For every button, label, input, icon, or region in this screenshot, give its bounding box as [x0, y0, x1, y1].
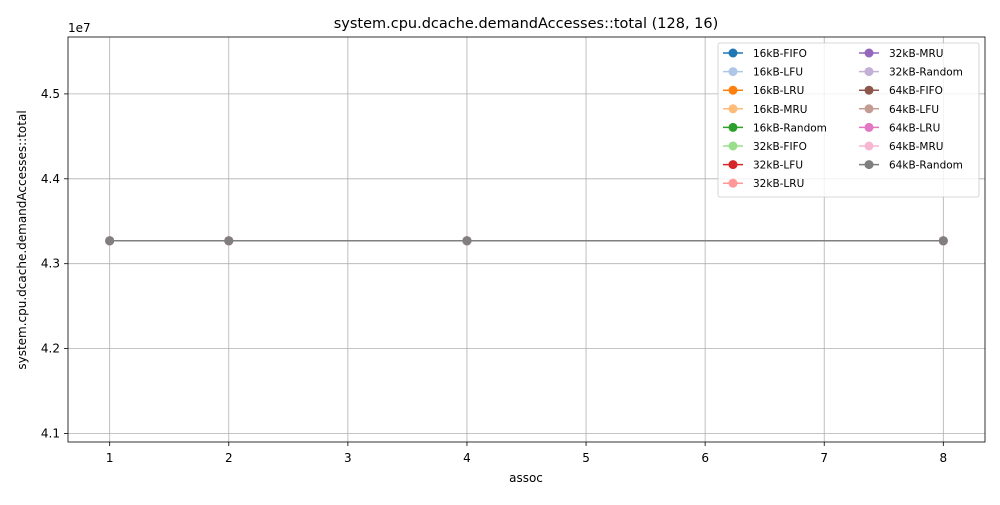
x-tick-label: 1 — [106, 451, 114, 465]
legend-item: 64kB-LFU — [859, 104, 939, 116]
y-tick-label: 4.1 — [41, 427, 60, 441]
y-tick-label: 4.4 — [41, 172, 60, 186]
legend-label: 32kB-FIFO — [753, 141, 807, 153]
x-tick-label: 4 — [463, 451, 471, 465]
y-axis-label: system.cpu.dcache.demandAccesses::total — [15, 110, 29, 369]
series-64kB-Random — [105, 236, 948, 246]
legend-label: 64kB-FIFO — [889, 85, 943, 97]
legend-marker — [864, 141, 874, 151]
legend-label: 64kB-Random — [889, 160, 963, 172]
legend-marker — [728, 178, 738, 188]
legend-marker — [864, 48, 874, 58]
legend-marker — [864, 85, 874, 95]
legend-marker — [728, 122, 738, 132]
legend-item: 32kB-LFU — [723, 160, 803, 172]
legend-item: 16kB-FIFO — [723, 48, 807, 60]
x-tick-label: 5 — [582, 451, 590, 465]
tick-layer: 1 2 3 4 5 6 7 8 4.1 4.2 4.3 4.4 4.5 — [41, 87, 947, 465]
legend-label: 16kB-FIFO — [753, 48, 807, 60]
data-point — [462, 236, 472, 246]
legend-item: 16kB-Random — [723, 122, 827, 134]
legend-item: 64kB-FIFO — [859, 85, 943, 97]
legend-label: 16kB-MRU — [753, 104, 807, 116]
y-tick-label: 4.3 — [41, 257, 60, 271]
chart-title: system.cpu.dcache.demandAccesses::total … — [334, 16, 719, 32]
legend-label: 32kB-LRU — [753, 178, 804, 190]
legend-label: 64kB-LFU — [889, 104, 939, 116]
legend-item: 16kB-LRU — [723, 85, 804, 97]
y-tick-label: 4.5 — [41, 87, 60, 101]
legend: 16kB-FIFO 16kB-LFU 16kB-LRU 16kB-MRU 16kB-Ra… — [717, 42, 980, 198]
legend-item: 32kB-Random — [859, 67, 963, 79]
legend-label: 32kB-Random — [889, 67, 963, 79]
legend-box — [717, 42, 980, 198]
x-tick-label: 3 — [344, 451, 352, 465]
legend-label: 16kB-LRU — [753, 85, 804, 97]
legend-item: 64kB-Random — [859, 160, 963, 172]
legend-label: 32kB-LFU — [753, 160, 803, 172]
legend-item: 32kB-FIFO — [723, 141, 807, 153]
legend-label: 16kB-LFU — [753, 67, 803, 79]
legend-marker — [864, 122, 874, 132]
legend-marker — [864, 67, 874, 77]
x-tick-label: 2 — [225, 451, 233, 465]
legend-label: 64kB-MRU — [889, 141, 943, 153]
legend-item: 16kB-MRU — [723, 104, 807, 116]
legend-item: 32kB-LRU — [723, 178, 804, 190]
series-layer — [105, 236, 948, 246]
x-tick-label: 7 — [820, 451, 828, 465]
plot-frame — [67, 36, 986, 443]
legend-label: 64kB-LRU — [889, 122, 940, 134]
legend-marker — [728, 160, 738, 170]
legend-item: 32kB-MRU — [859, 48, 943, 60]
legend-marker — [728, 67, 738, 77]
x-tick-label: 6 — [701, 451, 709, 465]
y-tick-label: 4.2 — [41, 342, 60, 356]
legend-item: 64kB-MRU — [859, 141, 943, 153]
legend-marker — [728, 104, 738, 114]
y-offset-label: 1e7 — [68, 21, 91, 35]
legend-marker — [864, 104, 874, 114]
x-tick-label: 8 — [939, 451, 947, 465]
legend-marker — [728, 48, 738, 58]
x-axis-label: assoc — [509, 471, 543, 485]
data-point — [938, 236, 948, 246]
legend-label: 32kB-MRU — [889, 48, 943, 60]
legend-marker — [728, 85, 738, 95]
data-point — [224, 236, 234, 246]
legend-marker — [864, 160, 874, 170]
legend-item: 16kB-LFU — [723, 67, 803, 79]
legend-marker — [728, 141, 738, 151]
data-point — [105, 236, 115, 246]
legend-item: 64kB-LRU — [859, 122, 940, 134]
legend-label: 16kB-Random — [753, 122, 827, 134]
